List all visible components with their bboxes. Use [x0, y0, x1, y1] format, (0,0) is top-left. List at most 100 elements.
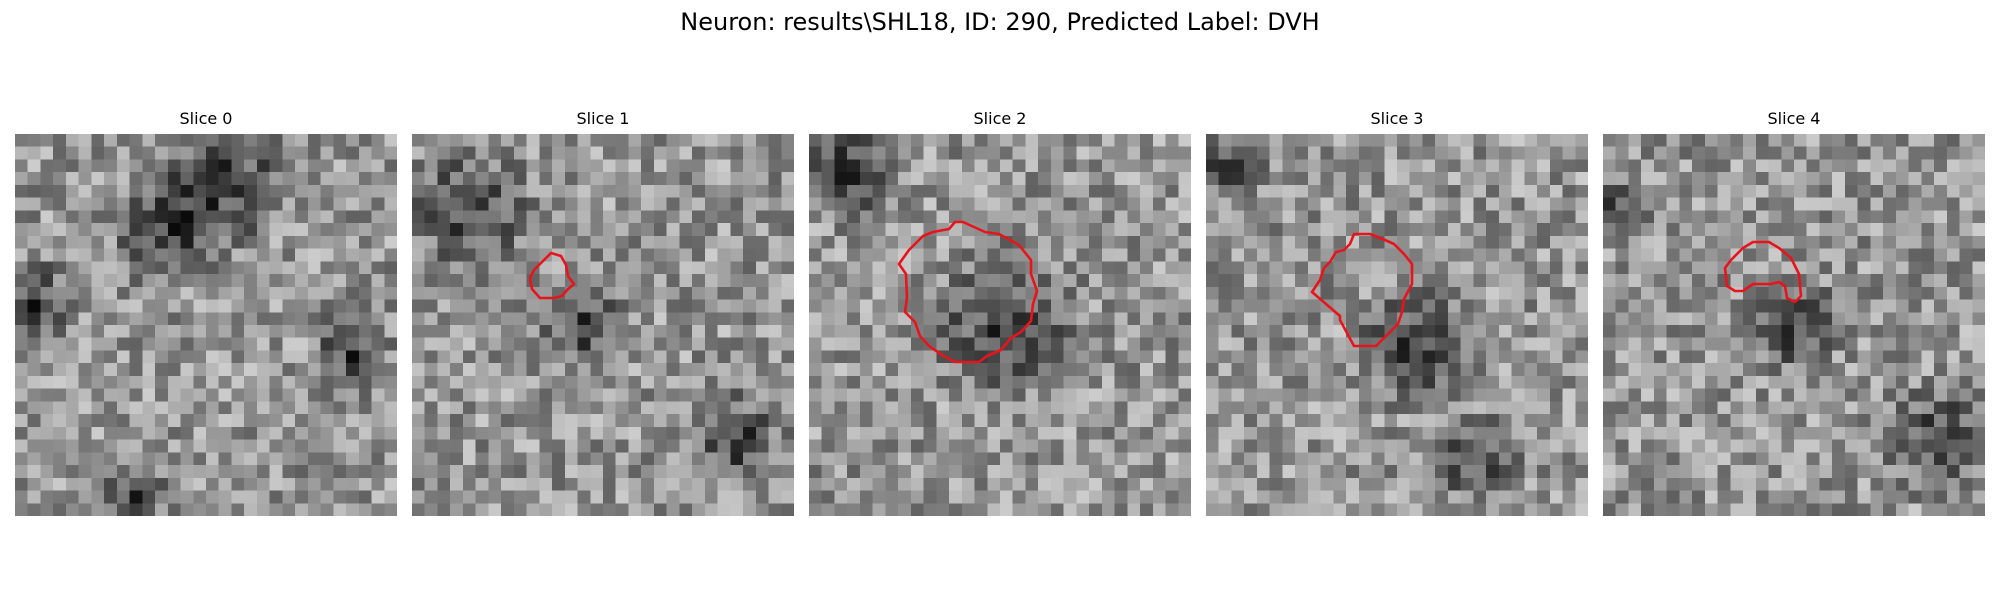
pixel [526, 452, 540, 466]
pixel [1666, 414, 1680, 428]
pixel [1282, 134, 1296, 147]
pixel [65, 146, 79, 160]
pixel [847, 325, 861, 338]
pixel [488, 261, 502, 275]
pixel [653, 490, 667, 504]
pixel [1768, 248, 1782, 262]
pixel [987, 375, 1001, 389]
pixel [1409, 363, 1423, 377]
pixel [307, 235, 321, 249]
pixel [834, 477, 848, 491]
pixel [1333, 414, 1347, 428]
pixel [730, 172, 744, 186]
pixel [1140, 286, 1154, 300]
pixel [1256, 414, 1270, 428]
pixel [15, 337, 28, 351]
pixel [1603, 248, 1616, 262]
pixel [885, 375, 899, 389]
pixel [949, 210, 963, 224]
pixel [488, 452, 502, 466]
pixel [1397, 477, 1410, 491]
pixel [167, 350, 181, 364]
pixel [1165, 235, 1179, 249]
pixel [1819, 465, 1833, 479]
pixel [730, 350, 744, 364]
pixel [1422, 414, 1436, 428]
pixel [704, 477, 718, 491]
pixel [1946, 197, 1960, 211]
pixel [615, 159, 629, 173]
pixel [1282, 401, 1296, 415]
pixel [590, 248, 604, 262]
pixel [1050, 235, 1064, 249]
pixel [872, 350, 886, 364]
pixel [1717, 426, 1731, 440]
pixel [1038, 337, 1052, 351]
pixel [424, 286, 438, 300]
pixel [1358, 248, 1372, 262]
pixel [1959, 465, 1973, 479]
pixel [1473, 146, 1487, 160]
pixel [1206, 363, 1219, 377]
pixel [1781, 299, 1795, 313]
pixel [1870, 401, 1884, 415]
pixel [1666, 503, 1680, 516]
pixel [218, 146, 232, 160]
pixel [847, 134, 861, 147]
pixel [1140, 465, 1154, 479]
pixel [590, 337, 604, 351]
pixel [628, 248, 642, 262]
pixel [1063, 235, 1077, 249]
pixel [1422, 325, 1436, 338]
pixel [1794, 325, 1807, 338]
pixel [1101, 172, 1115, 186]
pixel [590, 184, 604, 198]
pixel [704, 375, 718, 389]
pixel [269, 426, 283, 440]
pixel [53, 235, 67, 249]
pixel [1140, 312, 1154, 326]
pixel [1666, 363, 1680, 377]
pixel [91, 210, 105, 224]
pixel [384, 184, 397, 198]
pixel [1295, 452, 1309, 466]
pixel [1895, 465, 1909, 479]
pixel [437, 465, 451, 479]
pixel [1653, 286, 1667, 300]
pixel [1397, 363, 1410, 377]
pixel [847, 274, 861, 288]
pixel [129, 325, 143, 338]
pixel [27, 503, 41, 516]
pixel [167, 477, 181, 491]
pixel [872, 210, 886, 224]
pixel [679, 299, 693, 313]
pixel [1883, 312, 1897, 326]
pixel [1781, 337, 1795, 351]
pixel [206, 312, 219, 326]
pixel [1679, 134, 1693, 147]
pixel [1127, 401, 1141, 415]
pixel [256, 375, 270, 389]
pixel [1076, 465, 1090, 479]
pixel [346, 503, 360, 516]
pixel [872, 452, 886, 466]
pixel [730, 426, 744, 440]
pixel [244, 439, 258, 453]
pixel [1000, 414, 1013, 428]
pixel [437, 223, 451, 237]
pixel [1320, 248, 1334, 262]
pixel [1717, 210, 1731, 224]
pixel [834, 134, 848, 147]
pixel [462, 375, 476, 389]
pixel [1435, 286, 1449, 300]
pixel [1038, 388, 1052, 402]
pixel [1794, 363, 1807, 377]
pixel [1152, 490, 1166, 504]
pixel [1819, 388, 1833, 402]
pixel [1000, 477, 1013, 491]
pixel [1743, 325, 1757, 338]
pixel [244, 299, 258, 313]
pixel [1206, 146, 1219, 160]
pixel [526, 439, 540, 453]
pixel [987, 184, 1001, 198]
